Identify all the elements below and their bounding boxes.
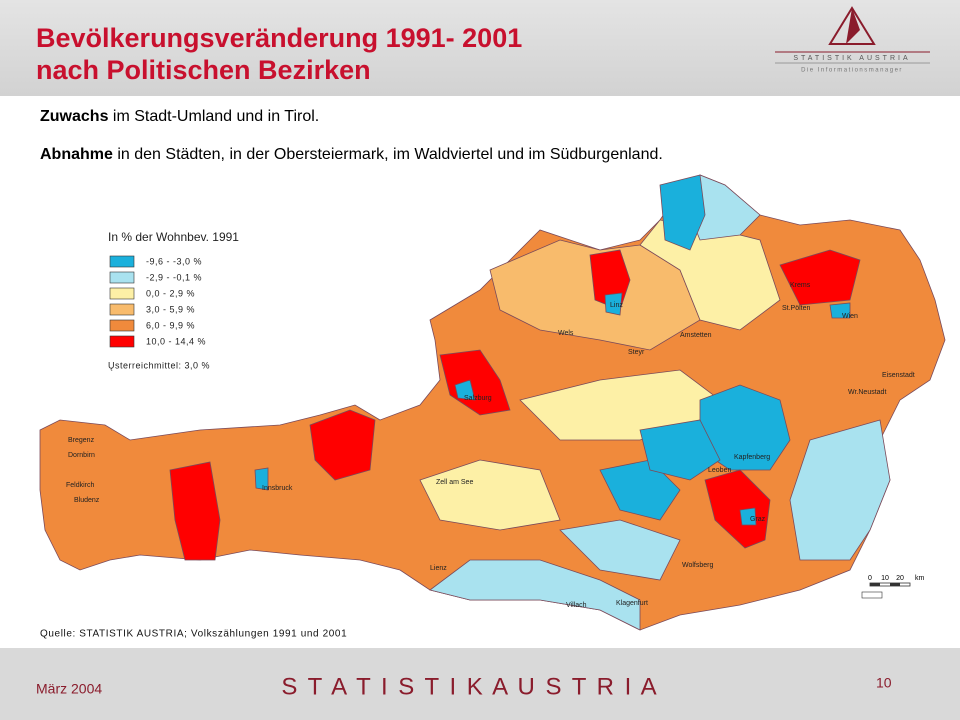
bullet-text: im Stadt-Umland und in Tirol. bbox=[108, 108, 319, 125]
region bbox=[599, 459, 681, 521]
legend-label: 3,0 - 5,9 % bbox=[146, 304, 195, 314]
scale-label: 0 bbox=[868, 575, 872, 582]
legend-label: 0,0 - 2,9 % bbox=[146, 288, 195, 298]
region bbox=[559, 519, 681, 581]
town-label: Krems bbox=[790, 282, 811, 289]
footer-brand: S T A T I S T I K A U S T R I A bbox=[281, 673, 658, 700]
town-label: Zell am See bbox=[436, 479, 473, 486]
bullet-bold: Abnahme bbox=[40, 146, 113, 163]
region bbox=[789, 419, 891, 561]
legend-swatch bbox=[109, 319, 135, 332]
logo-name: STATISTIK AUSTRIA bbox=[793, 55, 910, 62]
footer-date: März 2004 bbox=[36, 681, 102, 697]
scale-bar: 0 10 20 km bbox=[861, 575, 925, 599]
header-band bbox=[0, 0, 960, 96]
footer-band bbox=[0, 648, 960, 720]
region bbox=[309, 409, 376, 481]
region bbox=[829, 302, 851, 319]
town-label: Wr.Neustadt bbox=[848, 389, 886, 396]
region bbox=[169, 461, 221, 561]
legend-swatch bbox=[109, 303, 135, 316]
town-label: Leoben bbox=[708, 467, 731, 474]
town-label: Amstetten bbox=[680, 332, 712, 339]
town-label: Eisenstadt bbox=[882, 372, 915, 379]
region bbox=[439, 349, 511, 416]
town-label: Kapfenberg bbox=[734, 454, 770, 461]
town-label: Wien bbox=[842, 313, 858, 320]
region bbox=[429, 559, 641, 631]
region bbox=[659, 174, 706, 251]
legend-label: 10,0 - 14,4 % bbox=[146, 336, 206, 346]
town-label: Feldkirch bbox=[66, 482, 95, 489]
legend-swatch bbox=[109, 255, 135, 268]
title: Bevölkerungsveränderung 1991- 2001 bbox=[36, 23, 522, 53]
bullet-text: in den Städten, in der Obersteiermark, i… bbox=[113, 146, 663, 163]
average: Ųsterreichmittel: 3,0 % bbox=[108, 360, 210, 370]
legend-swatch bbox=[109, 335, 135, 348]
town-label: Wolfsberg bbox=[682, 562, 713, 569]
region bbox=[604, 292, 623, 316]
legend-swatch bbox=[109, 287, 135, 300]
town-label: St.Pölten bbox=[782, 305, 811, 312]
region bbox=[254, 467, 269, 491]
region bbox=[779, 249, 861, 306]
region bbox=[419, 459, 561, 531]
town-label: Steyr bbox=[628, 349, 645, 356]
legend: -9,6 - -3,0 % -2,9 - -0,1 % 0,0 - 2,9 % 3,0… bbox=[109, 255, 206, 348]
legend-label: -9,6 - -3,0 % bbox=[146, 256, 202, 266]
town-label: Linz bbox=[610, 302, 623, 309]
town-labels: Bregenz Dornbirn Feldkirch Bludenz Innsb… bbox=[66, 282, 915, 609]
legend-label: -2,9 - -0,1 % bbox=[146, 272, 202, 282]
town-label: Dornbirn bbox=[68, 452, 95, 459]
region bbox=[639, 419, 721, 481]
legend-title: In % der Wohnbev. 1991 bbox=[108, 230, 239, 244]
town-label: Villach bbox=[566, 602, 587, 609]
source: Quelle: STATISTIK AUSTRIA; Volkszählunge… bbox=[40, 629, 347, 640]
bullet-bold: Zuwachs bbox=[40, 108, 109, 125]
legend-label: 6,0 - 9,9 % bbox=[146, 320, 195, 330]
scale-label: 20 bbox=[896, 575, 904, 582]
logo-tagline: Die Informationsmanager bbox=[801, 68, 903, 74]
town-label: Bludenz bbox=[74, 497, 100, 504]
bullet: Zuwachs im Stadt-Umland und in Tirol. bbox=[40, 108, 319, 125]
town-label: Wels bbox=[558, 330, 574, 337]
town-label: Klagenfurt bbox=[616, 600, 648, 607]
bullet: Abnahme in den Städten, in der Obersteie… bbox=[40, 146, 663, 163]
scale-label: km bbox=[915, 575, 925, 582]
scale-label: 10 bbox=[881, 575, 889, 582]
map bbox=[39, 174, 946, 631]
town-label: Salzburg bbox=[464, 395, 492, 402]
town-label: Innsbruck bbox=[262, 485, 293, 492]
legend-swatch bbox=[109, 271, 135, 284]
town-label: Graz bbox=[750, 516, 766, 523]
page-number: 10 bbox=[876, 675, 892, 691]
region bbox=[704, 469, 771, 549]
title: nach Politischen Bezirken bbox=[36, 55, 371, 85]
logo: STATISTIK AUSTRIA Die Informationsmanage… bbox=[775, 6, 930, 74]
region bbox=[454, 379, 476, 401]
town-label: Bregenz bbox=[68, 437, 95, 444]
region bbox=[739, 507, 757, 526]
town-label: Lienz bbox=[430, 565, 447, 572]
